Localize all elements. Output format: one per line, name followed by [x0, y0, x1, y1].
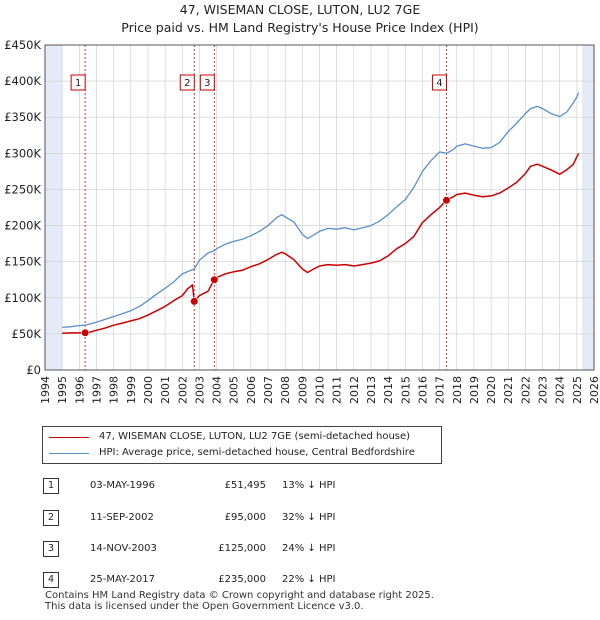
shaded-region [581, 45, 594, 370]
sale-date: 25-MAY-2017 [90, 574, 156, 585]
x-tick-label: 1995 [56, 376, 69, 404]
y-tick-label: £450K [4, 38, 41, 52]
sale-price: £51,495 [224, 480, 266, 491]
legend-label-hpi: HPI: Average price, semi-detached house,… [99, 447, 415, 458]
y-tick-label: £0 [26, 363, 41, 377]
sale-label-box [179, 74, 195, 91]
x-tick-label: 2010 [314, 376, 327, 404]
sale-hpi-diff: 32% ↓ HPI [282, 512, 336, 523]
x-tick-label: 2019 [468, 376, 481, 404]
x-tick-label: 2025 [571, 376, 584, 404]
sale-point [442, 196, 451, 205]
footer-copyright: Contains HM Land Registry data © Crown c… [45, 590, 434, 601]
sale-label-number: 3 [204, 78, 210, 89]
legend: 47, WISEMAN CLOSE, LUTON, LU2 7GE (semi-… [42, 426, 442, 464]
y-tick-label: £300K [4, 146, 41, 160]
x-tick-label: 1996 [73, 376, 86, 404]
x-tick-label: 2004 [211, 376, 224, 404]
x-tick-label: 2016 [416, 376, 429, 404]
x-tick-label: 2021 [502, 376, 515, 404]
price-chart: 1 2 3 4 1994 1995 1996 1997 1998 1999 2000 2001 200… [4, 38, 600, 404]
chart-title: 47, WISEMAN CLOSE, LUTON, LU2 7GE [179, 2, 421, 17]
x-tick-label: 2018 [451, 376, 464, 404]
footer-licence: This data is licensed under the Open Gov… [45, 601, 364, 612]
x-tick-label: 2012 [348, 376, 361, 404]
x-tick-label: 1997 [90, 376, 103, 404]
sale-label-box [70, 74, 86, 91]
y-tick-label: £150K [4, 255, 41, 269]
legend-swatch-blue [49, 453, 89, 454]
x-tick-label: 2007 [262, 376, 275, 404]
x-tick-label: 2020 [485, 376, 498, 404]
y-tick-label: £100K [4, 291, 41, 305]
x-tick-label: 2013 [365, 376, 378, 404]
x-tick-label: 1999 [125, 376, 138, 404]
sale-point [81, 328, 90, 337]
sale-row: 2 11-SEP-2002 £95,000 32% ↓ HPI [0, 508, 600, 528]
sale-number: 2 [43, 510, 59, 526]
x-tick-label: 1994 [39, 376, 52, 404]
sale-label-box [199, 74, 215, 91]
sale-price: £125,000 [218, 543, 266, 554]
plot-frame [44, 44, 595, 371]
y-tick-label: £200K [4, 219, 41, 233]
sale-label-box [431, 74, 447, 91]
shaded-region [45, 45, 63, 370]
sale-price: £235,000 [218, 574, 266, 585]
sale-hpi-diff: 13% ↓ HPI [282, 480, 336, 491]
legend-swatch-red [49, 437, 89, 438]
y-tick-label: £400K [4, 74, 41, 88]
y-tick-label: £250K [4, 182, 41, 196]
x-tick-label: 2011 [331, 376, 344, 404]
x-tick-label: 1998 [108, 376, 121, 404]
x-tick-label: 2001 [159, 376, 172, 404]
x-tick-label: 2005 [228, 376, 241, 404]
x-tick-label: 2022 [519, 376, 532, 404]
sale-date: 03-MAY-1996 [90, 480, 156, 491]
sale-label-number: 2 [184, 78, 190, 89]
x-tick-label: 2002 [176, 376, 189, 404]
sale-number: 3 [43, 541, 59, 557]
x-tick-label: 2023 [537, 376, 550, 404]
sale-hpi-diff: 22% ↓ HPI [282, 574, 336, 585]
sale-hpi-diff: 24% ↓ HPI [282, 543, 336, 554]
property-series-line [62, 152, 580, 334]
x-tick-label: 2026 [588, 376, 600, 404]
x-tick-label: 2008 [279, 376, 292, 404]
sale-row: 3 14-NOV-2003 £125,000 24% ↓ HPI [0, 539, 600, 559]
legend-label-property: 47, WISEMAN CLOSE, LUTON, LU2 7GE (semi-… [99, 431, 411, 442]
sale-label-number: 4 [436, 78, 442, 89]
x-tick-label: 2009 [296, 376, 309, 404]
sale-date: 14-NOV-2003 [90, 543, 157, 554]
x-tick-label: 2015 [399, 376, 412, 404]
chart-subtitle: Price paid vs. HM Land Registry's House … [121, 20, 479, 35]
sale-number: 4 [43, 572, 59, 588]
sale-date: 11-SEP-2002 [90, 512, 154, 523]
sale-row: 1 03-MAY-1996 £51,495 13% ↓ HPI [0, 476, 600, 496]
x-tick-label: 2000 [142, 376, 155, 404]
x-tick-label: 2024 [554, 376, 567, 404]
x-tick-label: 2017 [434, 376, 447, 404]
y-tick-label: £350K [4, 110, 41, 124]
x-tick-label: 2006 [245, 376, 258, 404]
y-tick-label: £50K [12, 327, 42, 341]
x-tick-label: 2014 [382, 376, 395, 404]
sale-point [190, 297, 199, 306]
sale-price: £95,000 [224, 512, 266, 523]
sale-label-number: 1 [75, 78, 81, 89]
sale-point [210, 275, 219, 284]
x-tick-label: 2003 [193, 376, 206, 404]
hpi-series-line [62, 92, 580, 329]
sale-number: 1 [43, 478, 59, 494]
sale-row: 4 25-MAY-2017 £235,000 22% ↓ HPI [0, 570, 600, 590]
